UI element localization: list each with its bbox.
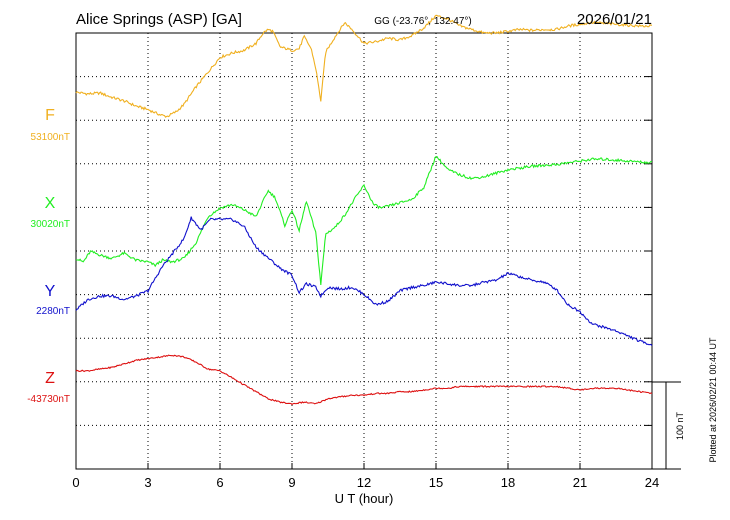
- x-tick-label: 21: [573, 475, 587, 490]
- x-tick-label: 0: [72, 475, 79, 490]
- series-line-x: [75, 155, 653, 285]
- grid-lines: [76, 33, 652, 469]
- x-tick-label: 18: [501, 475, 515, 490]
- scale-bar: 100 nT: [652, 381, 685, 470]
- x-tick-label: 24: [645, 475, 659, 490]
- x-ticks: 0 3 6 9 12 15 18 21 24: [72, 463, 659, 490]
- series-z-name: Z: [45, 370, 55, 387]
- series-x-name: X: [45, 195, 56, 212]
- right-ticks: [644, 32, 652, 426]
- plot-date: 2026/01/21: [577, 11, 652, 28]
- station-title: Alice Springs (ASP) [GA]: [76, 11, 242, 28]
- plotted-note: Plotted at 2026/02/21 00:44 UT: [708, 337, 718, 463]
- series-y-name: Y: [45, 283, 56, 300]
- series-f-baseline: 53100nT: [31, 132, 70, 143]
- x-tick-label: 12: [357, 475, 371, 490]
- series-lines: [75, 14, 653, 406]
- series-line-y: [75, 216, 653, 346]
- series-line-f: [75, 14, 653, 118]
- series-line-z: [75, 354, 653, 406]
- scale-bar-label: 100 nT: [675, 411, 685, 440]
- station-coords: GG (-23.76°, 132.47°): [374, 16, 472, 27]
- series-z-baseline: -43730nT: [27, 394, 70, 405]
- x-tick-label: 3: [144, 475, 151, 490]
- x-tick-label: 6: [216, 475, 223, 490]
- x-tick-label: 15: [429, 475, 443, 490]
- series-y-baseline: 2280nT: [36, 306, 70, 317]
- x-axis-label: U T (hour): [335, 491, 394, 506]
- x-tick-label: 9: [288, 475, 295, 490]
- series-f-name: F: [45, 107, 55, 124]
- series-x-baseline: 30020nT: [31, 219, 70, 230]
